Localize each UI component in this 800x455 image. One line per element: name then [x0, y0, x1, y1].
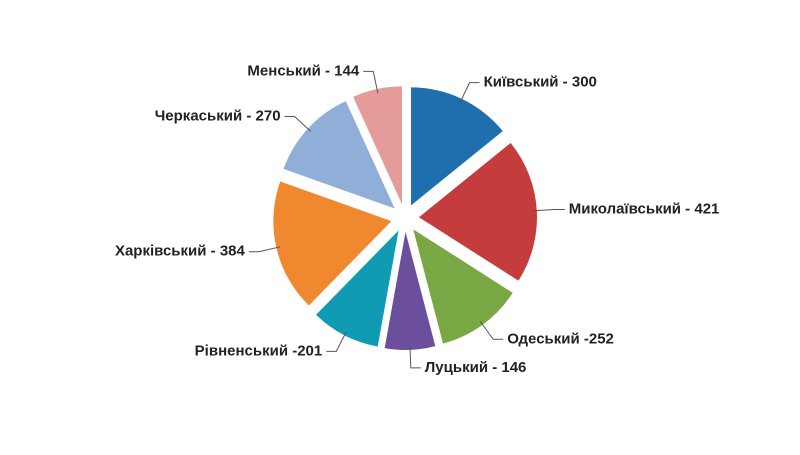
pie-slice	[411, 87, 503, 206]
pie-slice	[273, 181, 392, 306]
slice-label: Черкаський - 270	[155, 107, 281, 124]
slice-label: Одеський -252	[507, 330, 614, 347]
leader-line	[248, 246, 281, 253]
slice-label: Київський - 300	[484, 74, 597, 91]
leader-line	[284, 116, 312, 132]
slice-label: Миколаївський - 421	[569, 201, 720, 218]
pie-slice	[384, 231, 436, 350]
pie-slice	[283, 101, 395, 209]
slice-label: Луцький - 146	[425, 359, 527, 376]
pie-slice	[353, 86, 403, 205]
leader-line	[459, 82, 480, 103]
slice-label: Рівненський -201	[195, 342, 323, 359]
leader-line	[326, 331, 347, 352]
leader-line	[409, 345, 421, 369]
pie-slice	[418, 142, 537, 281]
pie-slice	[413, 229, 513, 344]
leader-line	[479, 321, 504, 340]
leader-line	[363, 70, 379, 94]
slice-label: Харківський - 384	[115, 243, 246, 260]
leader-line	[532, 209, 565, 212]
pie-slice	[316, 230, 399, 347]
slice-label: Менський - 144	[247, 62, 359, 79]
